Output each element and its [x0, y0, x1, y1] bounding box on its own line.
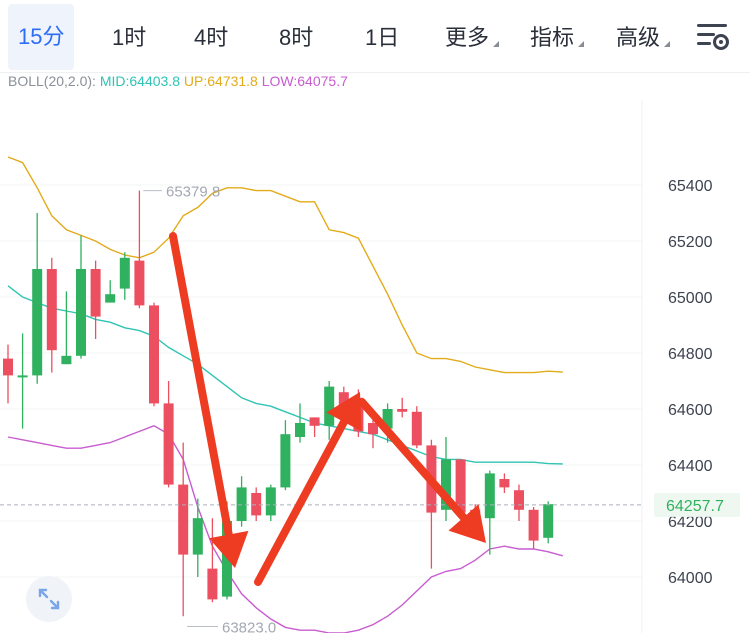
y-tick-label: 64800	[668, 346, 713, 363]
candle-body	[251, 493, 262, 516]
y-tick-label: 65400	[668, 178, 713, 195]
dropdown-triangle-icon	[664, 41, 671, 47]
drop-arrow-shaft	[169, 232, 233, 539]
candle-body	[514, 490, 524, 510]
expand-icon	[38, 588, 60, 610]
rally-arrow-shaft	[254, 417, 348, 586]
candle-body	[295, 423, 305, 437]
candle-body	[163, 403, 174, 485]
low-marker-label: 63823.0	[222, 620, 276, 633]
candle-body	[134, 260, 145, 306]
candle-body	[207, 568, 218, 600]
candle-body	[382, 409, 393, 429]
high-marker-label: 65379.8	[166, 184, 220, 201]
candle-body	[543, 504, 554, 538]
boll-mid-band-line	[7, 285, 563, 465]
rally-arrow-head	[326, 392, 362, 432]
pullback-arrow-shaft	[358, 398, 468, 522]
tab-more-label: 更多	[445, 25, 490, 50]
y-tick-label: 64200	[668, 514, 713, 531]
candle-body	[499, 479, 510, 488]
tab-1h-label: 1时	[112, 25, 147, 50]
tab-1h[interactable]: 1时	[112, 18, 146, 58]
tab-15m[interactable]: 15分	[8, 4, 75, 70]
tab-indicators-label: 指标	[530, 25, 575, 50]
y-tick-label: 65000	[668, 290, 713, 307]
drop-arrow-head	[209, 530, 249, 568]
y-tick-label: 64000	[668, 570, 713, 587]
candle-body	[90, 269, 101, 317]
candle-body	[178, 484, 189, 555]
tab-1d[interactable]: 1日	[365, 18, 399, 58]
candle-body	[46, 269, 57, 351]
candle-body	[32, 269, 43, 376]
y-tick-label: 65200	[668, 234, 713, 251]
candle-body	[17, 375, 28, 378]
dropdown-triangle-icon	[578, 41, 585, 47]
candle-body	[368, 423, 378, 435]
candle-body	[324, 386, 335, 426]
current-price-label: 64257.7	[666, 498, 724, 515]
candle-body	[528, 509, 539, 541]
boll-up-value: UP:64731.8	[183, 73, 258, 89]
candle-body	[105, 294, 116, 303]
candle-body	[338, 392, 349, 409]
tab-15m-label: 15分	[18, 24, 65, 49]
tab-8h-label: 8时	[279, 25, 314, 50]
current-price-badge	[654, 492, 740, 517]
boll-upper-band-line	[7, 156, 563, 374]
y-tick-label: 64600	[668, 402, 713, 419]
candle-body	[484, 473, 495, 519]
boll-indicator-legend: BOLL(20,2.0): MID:64403.8 UP:64731.8 LOW…	[8, 72, 348, 90]
candle-body	[61, 355, 72, 365]
candle-body	[265, 487, 276, 516]
candle-body	[309, 417, 320, 426]
candle-body	[411, 411, 422, 446]
boll-lower-band-line	[7, 425, 563, 633]
candle-body	[280, 434, 291, 488]
tab-8h[interactable]: 8时	[279, 18, 313, 58]
dropdown-triangle-icon	[493, 41, 500, 47]
candle-body	[455, 459, 466, 513]
boll-low-value: LOW:64075.7	[261, 73, 348, 89]
boll-label: BOLL(20,2.0):	[8, 73, 96, 89]
candle-body	[119, 257, 130, 289]
pullback-arrow-head	[448, 504, 486, 543]
tab-indicators[interactable]: 指标	[530, 18, 585, 58]
tab-more[interactable]: 更多	[445, 18, 500, 58]
candle-body	[441, 459, 451, 510]
candle-body	[397, 409, 408, 412]
tab-4h[interactable]: 4时	[194, 18, 228, 58]
timeframe-tabs: 15分 1时 4时 8时 1日 更多 指标 高级	[0, 0, 750, 73]
tab-advanced[interactable]: 高级	[616, 18, 671, 58]
y-tick-label: 64400	[668, 458, 713, 475]
expand-button[interactable]	[26, 576, 72, 622]
chart-settings-icon[interactable]	[695, 20, 731, 54]
candle-body	[76, 269, 86, 356]
tab-4h-label: 4时	[194, 25, 229, 50]
boll-mid-value: MID:64403.8	[99, 73, 180, 89]
candle-body	[3, 358, 13, 376]
candlestick-chart[interactable]: 65400 65200 65000 64800 64600 64400 64200 64000…	[0, 100, 750, 633]
candle-body	[192, 518, 203, 555]
candle-body	[149, 305, 159, 404]
tab-1d-label: 1日	[365, 25, 400, 50]
tab-advanced-label: 高级	[616, 25, 661, 50]
candle-body	[236, 487, 247, 521]
